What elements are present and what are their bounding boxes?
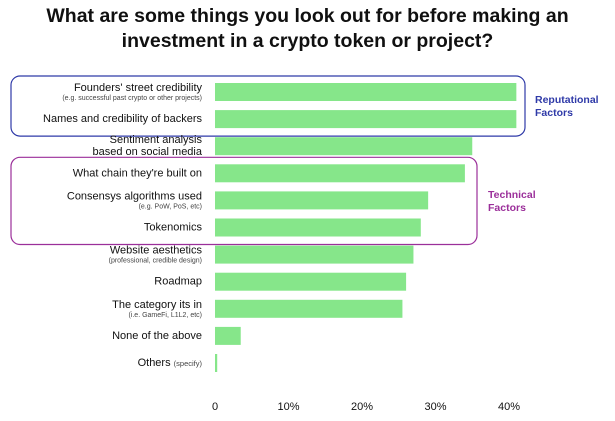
technical-group-label-2: Factors [488,202,526,214]
bar-9 [215,299,403,318]
bar-3 [215,137,473,156]
bar-1 [215,83,517,101]
category-sublabel-9: (i.e. GameFi, L1L2, etc) [128,312,202,319]
x-tick-label-3: 20% [351,401,373,413]
bar-4 [215,164,465,183]
bar-8 [215,272,407,291]
category-label-10: None of the above [112,330,202,342]
reputational-group-box [10,75,526,137]
category-label-3-line-1: Sentiment analysis [110,134,203,146]
chart-title-line-1: What are some things you look out for be… [46,5,569,27]
technical-group-label-1: Technical [488,189,536,201]
category-label-3-line-2: based on social media [93,146,203,158]
chart-title: What are some things you look out for be… [0,4,615,54]
bar-5 [215,191,429,210]
category-label-2: Names and credibility of backers [43,113,202,125]
technical-group-box [10,156,478,246]
category-label-6: Tokenomics [144,222,203,234]
x-tick-label-4: 30% [424,401,446,413]
category-sublabel-5: (e.g. PoW, PoS, etc) [139,203,202,210]
reputational-group-label-1: Reputational [535,94,599,106]
bar-11 [215,354,218,372]
x-tick-label-1: 0 [212,401,218,413]
category-label-11: Others (specify) [138,357,203,369]
x-tick-label-5: 40% [498,401,520,413]
category-sublabel-1: (e.g. successful past crypto or other pr… [62,95,202,102]
category-label-8: Roadmap [154,276,202,288]
bar-2 [215,110,517,129]
reputational-group-label-2: Factors [535,107,573,119]
x-tick-label-2: 10% [277,401,299,413]
category-label-1: Founders' street credibility [74,82,203,94]
chart-title-line-2: investment in a crypto token or project? [121,30,494,52]
category-label-4: What chain they're built on [73,167,202,179]
category-label-9: The category its in [112,299,202,311]
bar-6 [215,218,421,237]
bar-10 [215,326,241,345]
bar-7 [215,245,414,264]
category-label-7: Website aesthetics [110,245,203,257]
category-sublabel-7: (professional, credible design) [109,258,202,265]
category-label-5: Consensys algorithms used [67,190,202,202]
